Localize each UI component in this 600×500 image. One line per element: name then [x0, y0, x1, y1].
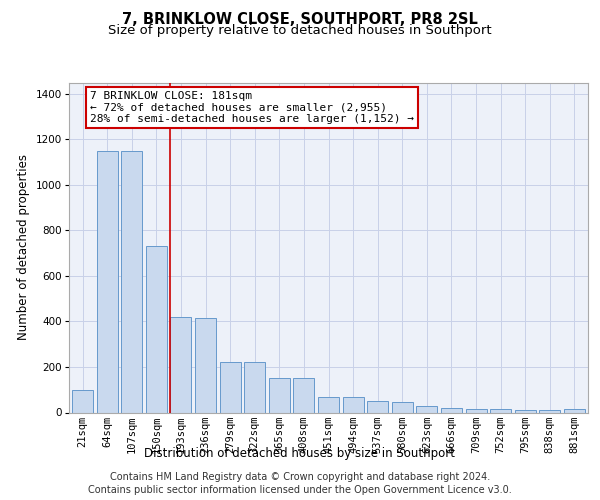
- Bar: [146, 246, 167, 412]
- Bar: [441, 408, 462, 412]
- Text: 7, BRINKLOW CLOSE, SOUTHPORT, PR8 2SL: 7, BRINKLOW CLOSE, SOUTHPORT, PR8 2SL: [122, 12, 478, 28]
- Bar: [121, 151, 142, 412]
- Bar: [269, 378, 290, 412]
- Bar: [244, 362, 265, 412]
- Bar: [392, 402, 413, 412]
- Bar: [170, 317, 191, 412]
- Bar: [466, 409, 487, 412]
- Bar: [343, 396, 364, 412]
- Bar: [195, 318, 216, 412]
- Text: Size of property relative to detached houses in Southport: Size of property relative to detached ho…: [108, 24, 492, 37]
- Text: Distribution of detached houses by size in Southport: Distribution of detached houses by size …: [145, 448, 455, 460]
- Text: Contains HM Land Registry data © Crown copyright and database right 2024.
Contai: Contains HM Land Registry data © Crown c…: [88, 472, 512, 495]
- Bar: [293, 378, 314, 412]
- Bar: [97, 151, 118, 412]
- Bar: [367, 401, 388, 412]
- Y-axis label: Number of detached properties: Number of detached properties: [17, 154, 30, 340]
- Bar: [490, 409, 511, 412]
- Bar: [515, 410, 536, 412]
- Bar: [318, 396, 339, 412]
- Bar: [539, 410, 560, 412]
- Bar: [220, 362, 241, 412]
- Bar: [72, 390, 93, 412]
- Bar: [416, 406, 437, 412]
- Bar: [564, 409, 585, 412]
- Text: 7 BRINKLOW CLOSE: 181sqm
← 72% of detached houses are smaller (2,955)
28% of sem: 7 BRINKLOW CLOSE: 181sqm ← 72% of detach…: [90, 91, 414, 124]
